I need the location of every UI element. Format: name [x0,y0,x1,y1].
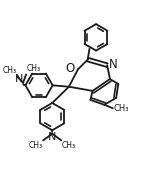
Text: CH₃: CH₃ [27,64,41,73]
Text: CH₃: CH₃ [28,141,42,150]
Text: CH₃: CH₃ [114,104,129,113]
Text: CH₃: CH₃ [2,66,16,75]
Text: N: N [109,58,118,71]
Text: N: N [15,74,23,84]
Text: O: O [66,62,75,75]
Text: N: N [48,132,56,142]
Text: CH₃: CH₃ [62,141,76,150]
